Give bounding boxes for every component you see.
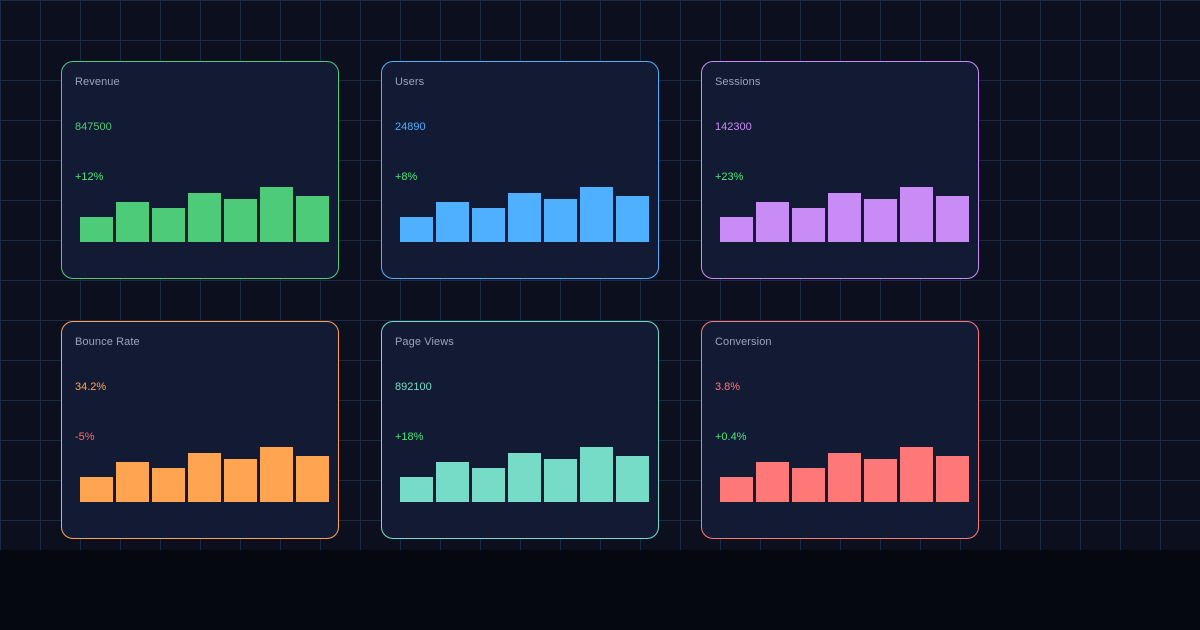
bar-7 [936, 456, 969, 502]
metric-label: Users [395, 76, 425, 88]
metric-delta: +8% [395, 171, 418, 183]
metric-bar-chart [720, 447, 969, 502]
metric-delta: +0.4% [715, 431, 747, 443]
bar-5 [544, 199, 577, 242]
bar-4 [508, 453, 541, 502]
metric-value: 892100 [395, 381, 432, 393]
metric-label: Bounce Rate [75, 336, 140, 348]
metric-value: 142300 [715, 121, 752, 133]
bar-6 [260, 447, 293, 502]
bar-1 [720, 217, 753, 242]
metric-value: 24890 [395, 121, 426, 133]
bar-4 [508, 193, 541, 242]
bar-1 [400, 477, 433, 502]
bar-3 [152, 208, 185, 242]
metric-value: 847500 [75, 121, 112, 133]
metric-card-page-views[interactable]: Page Views 892100 +18% [381, 321, 659, 539]
bar-5 [544, 459, 577, 502]
bar-4 [828, 453, 861, 502]
bar-1 [80, 477, 113, 502]
bar-6 [580, 447, 613, 502]
metric-bar-chart [80, 187, 329, 242]
bar-5 [864, 459, 897, 502]
bar-3 [472, 468, 505, 502]
bar-7 [936, 196, 969, 242]
bar-7 [296, 196, 329, 242]
bar-4 [188, 193, 221, 242]
metric-card-sessions[interactable]: Sessions 142300 +23% [701, 61, 979, 279]
bar-2 [116, 462, 149, 502]
metric-label: Revenue [75, 76, 120, 88]
bar-7 [616, 196, 649, 242]
metric-delta: +23% [715, 171, 744, 183]
metric-value: 34.2% [75, 381, 107, 393]
bar-2 [436, 462, 469, 502]
metric-bar-chart [80, 447, 329, 502]
metric-bar-chart [400, 447, 649, 502]
bar-7 [296, 456, 329, 502]
bar-2 [436, 202, 469, 242]
metric-bar-chart [720, 187, 969, 242]
metric-card-revenue[interactable]: Revenue 847500 +12% [61, 61, 339, 279]
bar-6 [900, 447, 933, 502]
metric-delta: +18% [395, 431, 424, 443]
metric-delta: -5% [75, 431, 95, 443]
bar-1 [80, 217, 113, 242]
bar-6 [900, 187, 933, 242]
bar-3 [152, 468, 185, 502]
bar-3 [792, 208, 825, 242]
metric-card-users[interactable]: Users 24890 +8% [381, 61, 659, 279]
bar-5 [864, 199, 897, 242]
bar-1 [400, 217, 433, 242]
metric-bar-chart [400, 187, 649, 242]
metric-label: Conversion [715, 336, 772, 348]
metric-delta: +12% [75, 171, 104, 183]
bar-3 [472, 208, 505, 242]
bar-6 [580, 187, 613, 242]
bar-2 [756, 202, 789, 242]
bar-2 [116, 202, 149, 242]
bar-5 [224, 459, 257, 502]
bar-1 [720, 477, 753, 502]
metric-label: Page Views [395, 336, 454, 348]
metric-label: Sessions [715, 76, 761, 88]
bar-4 [188, 453, 221, 502]
bar-3 [792, 468, 825, 502]
metric-card-conversion[interactable]: Conversion 3.8% +0.4% [701, 321, 979, 539]
metric-value: 3.8% [715, 381, 741, 393]
bar-4 [828, 193, 861, 242]
bar-7 [616, 456, 649, 502]
bar-2 [756, 462, 789, 502]
metric-card-bounce-rate[interactable]: Bounce Rate 34.2% -5% [61, 321, 339, 539]
bar-5 [224, 199, 257, 242]
bar-6 [260, 187, 293, 242]
